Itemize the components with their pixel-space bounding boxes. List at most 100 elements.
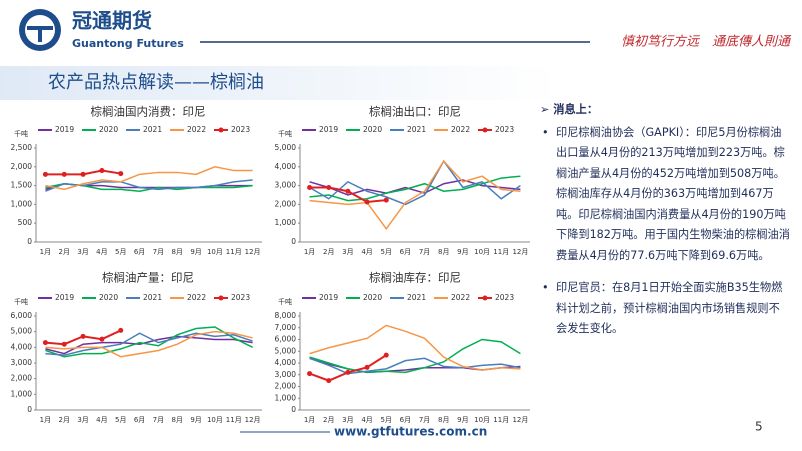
legend-label: 2022: [451, 125, 470, 134]
x-tick-label: 9月: [190, 416, 201, 424]
data-point: [345, 369, 351, 375]
y-tick-label: 3,000: [11, 358, 33, 367]
x-tick-label: 9月: [190, 248, 201, 256]
x-tick-label: 8月: [172, 416, 183, 424]
y-tick-label: 5,000: [275, 346, 297, 355]
series-line: [309, 338, 521, 374]
y-axis-unit: 千吨: [14, 129, 28, 138]
logo-bar: [38, 26, 42, 42]
y-tick-label: 8,000: [275, 311, 297, 320]
y-axis-unit: 千吨: [14, 297, 28, 306]
legend-label: 2021: [143, 125, 162, 134]
x-tick-label: 11月: [226, 416, 242, 424]
x-tick-label: 3月: [77, 416, 88, 424]
data-point: [118, 327, 124, 333]
x-tick-label: 8月: [438, 416, 449, 424]
x-tick-label: 5月: [381, 416, 392, 424]
y-tick-label: 1,000: [275, 218, 297, 227]
x-tick-label: 10月: [207, 416, 223, 424]
x-tick-label: 7月: [419, 416, 430, 424]
y-tick-label: 2,000: [11, 374, 33, 383]
chart-title: 棕榈油出口：印尼: [369, 105, 461, 119]
x-tick-label: 6月: [134, 248, 145, 256]
x-tick-label: 3月: [342, 248, 353, 256]
x-tick-label: 12月: [512, 416, 528, 424]
legend-label: 2021: [143, 293, 162, 302]
y-tick-label: 2,000: [275, 199, 297, 208]
slogan: 慎初笃行方远 通底傳人則通: [621, 35, 792, 50]
news-heading: ➢ 消息上：: [540, 103, 599, 116]
news-item: 印尼官员：在8月1日开始全面实施B35生物燃料计划之前，预计棕榈油国内市场销售规…: [540, 278, 790, 340]
legend-label: 2023: [495, 125, 514, 134]
y-tick-label: 500: [18, 218, 33, 227]
x-tick-label: 1月: [304, 416, 315, 424]
series-line: [309, 175, 521, 202]
data-point: [383, 352, 389, 358]
legend-label: 2021: [407, 125, 426, 134]
legend-marker: [482, 127, 488, 133]
data-point: [61, 171, 67, 177]
series-line: [309, 159, 521, 231]
x-tick-label: 7月: [419, 248, 430, 256]
series-line: [309, 357, 521, 375]
x-tick-label: 6月: [400, 416, 411, 424]
data-point: [99, 168, 105, 174]
x-tick-label: 5月: [115, 248, 126, 256]
x-tick-label: 12月: [245, 416, 261, 424]
x-tick-label: 3月: [77, 248, 88, 256]
data-point: [364, 364, 370, 370]
chart-title: 棕榈油国内消费：印尼: [91, 105, 206, 119]
y-tick-label: 3,000: [275, 181, 297, 190]
data-point: [118, 171, 124, 177]
news-panel: ➢ 消息上： 印尼棕榈油协会（GAPKI）：印尼5月份棕榈油出口量从4月份的21…: [540, 100, 790, 352]
y-tick-label: 2,000: [11, 162, 33, 171]
footer-url: www.gtfutures.com.cn: [334, 425, 487, 439]
y-tick-label: 5,000: [11, 327, 33, 336]
series-line: [309, 324, 521, 371]
x-tick-label: 1月: [304, 248, 315, 256]
x-tick-label: 11月: [226, 248, 242, 256]
legend-label: 2020: [363, 125, 382, 134]
x-tick-label: 11月: [493, 248, 509, 256]
series-line: [45, 166, 253, 191]
legend-marker: [482, 295, 488, 301]
y-axis-unit: 千吨: [278, 129, 292, 138]
legend-label: 2020: [99, 125, 118, 134]
legend-label: 2019: [55, 125, 74, 134]
legend-label: 2021: [407, 293, 426, 302]
x-tick-label: 1月: [40, 416, 51, 424]
legend-marker: [218, 127, 224, 133]
data-point: [80, 171, 86, 177]
x-tick-label: 1月: [40, 248, 51, 256]
data-point: [345, 188, 351, 194]
data-point: [383, 197, 389, 203]
y-tick-label: 2,000: [275, 382, 297, 391]
y-tick-label: 0: [27, 237, 32, 246]
legend-label: 2019: [319, 293, 338, 302]
x-tick-label: 4月: [361, 248, 372, 256]
legend-label: 2019: [319, 125, 338, 134]
y-tick-label: 0: [291, 237, 296, 246]
slide-title: 农产品热点解读——棕榈油: [48, 72, 264, 93]
x-tick-label: 2月: [59, 248, 70, 256]
data-point: [364, 199, 370, 205]
x-tick-label: 9月: [457, 248, 468, 256]
x-tick-label: 10月: [474, 416, 490, 424]
x-tick-label: 5月: [381, 248, 392, 256]
data-point: [307, 184, 313, 190]
x-tick-label: 4月: [96, 248, 107, 256]
news-heading-text: 消息上：: [553, 103, 599, 116]
series-line: [45, 332, 253, 356]
y-tick-label: 6,000: [275, 335, 297, 344]
x-tick-label: 2月: [323, 248, 334, 256]
company-name: 冠通期货: [72, 9, 152, 33]
x-tick-label: 11月: [493, 416, 509, 424]
x-tick-label: 6月: [400, 248, 411, 256]
x-tick-label: 12月: [245, 248, 261, 256]
y-tick-label: 6,000: [11, 311, 33, 320]
page-number: 5: [755, 420, 763, 434]
y-tick-label: 1,000: [11, 389, 33, 398]
y-tick-label: 1,000: [275, 393, 297, 402]
y-tick-label: 1,500: [11, 181, 33, 190]
